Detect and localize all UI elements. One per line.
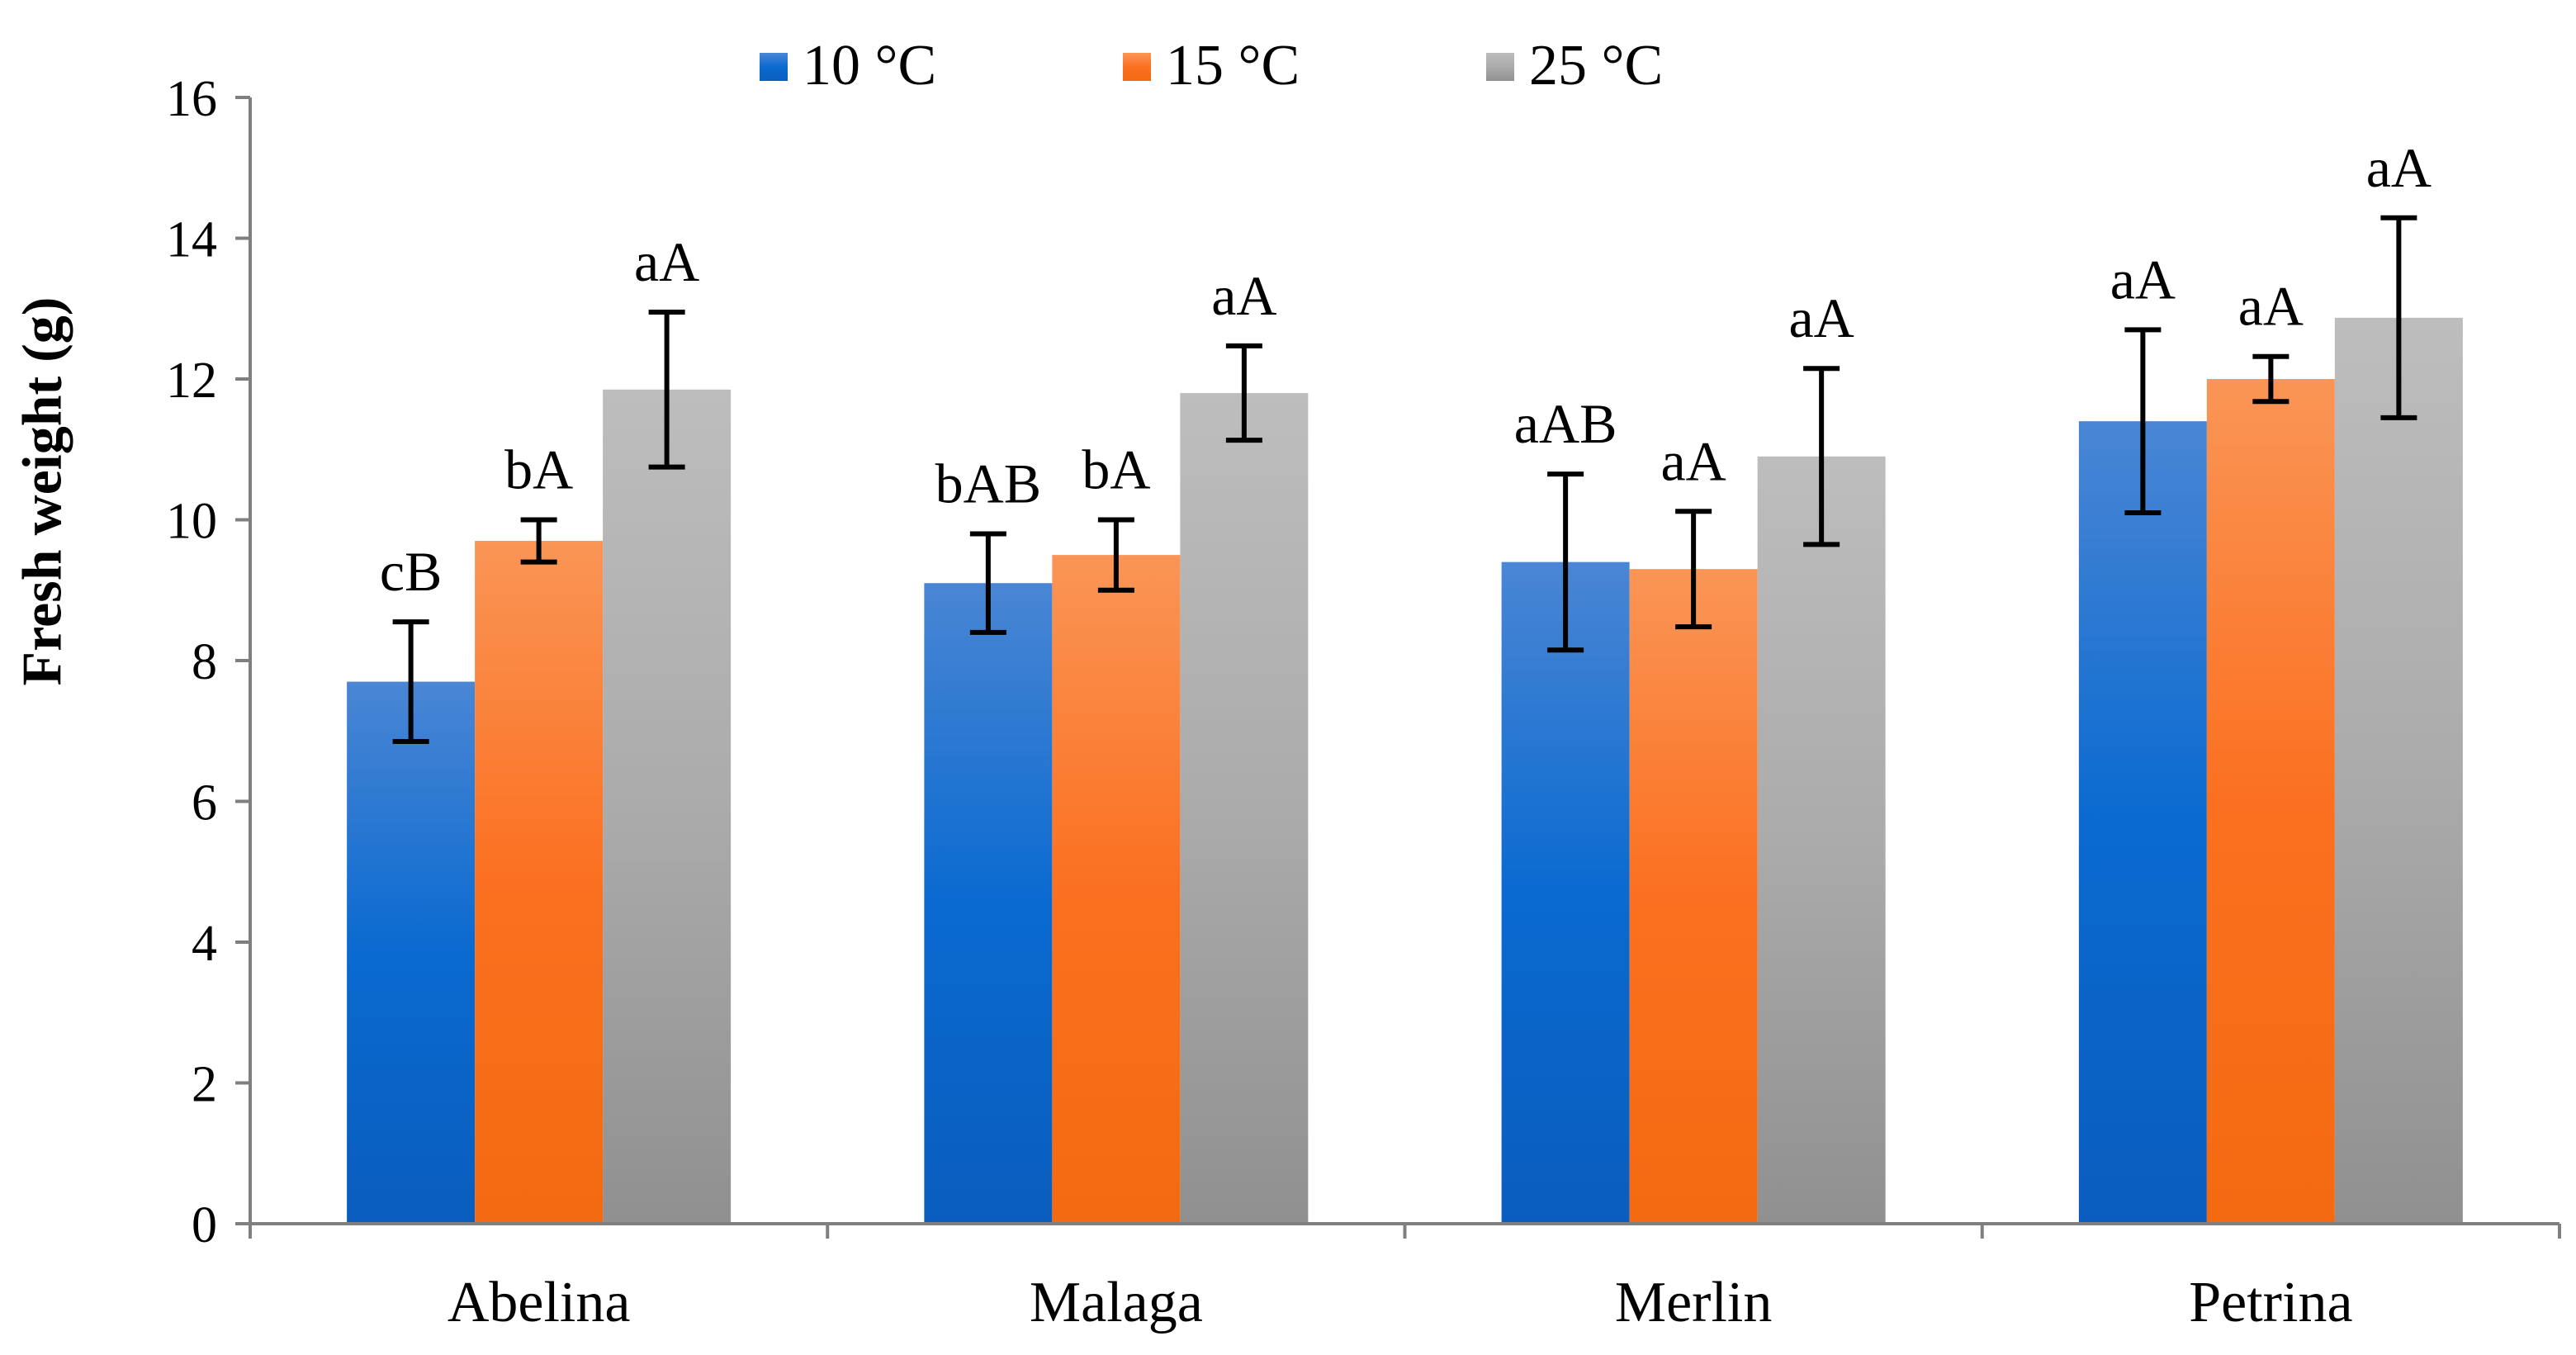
- x-tick-label: Malaga: [1030, 1271, 1203, 1334]
- legend-label: 25 °C: [1529, 34, 1663, 97]
- significance-label: aA: [1660, 429, 1726, 492]
- legend-label: 10 °C: [803, 34, 936, 97]
- y-tick-label: 14: [166, 212, 217, 268]
- bar: [1052, 555, 1181, 1224]
- y-tick-label: 16: [166, 71, 217, 127]
- bar: [1180, 393, 1309, 1224]
- significance-label: cB: [380, 540, 443, 603]
- bar: [1501, 561, 1630, 1224]
- y-tick-label: 8: [192, 634, 217, 690]
- bar: [475, 541, 604, 1224]
- significance-label: aA: [1788, 287, 1854, 349]
- axes-layer: Abelina Malaga Merlin Petrina 0 2 4 6 8 10 12 14 16: [166, 71, 2561, 1334]
- x-tick-label: Abelina: [447, 1271, 631, 1334]
- y-tick-label: 2: [192, 1057, 217, 1113]
- y-tick-label: 6: [192, 775, 217, 831]
- significance-label: aAB: [1514, 392, 1617, 455]
- y-tick-label: 12: [166, 353, 217, 409]
- significance-label: aA: [2366, 136, 2432, 199]
- y-tick-label: 4: [192, 916, 217, 972]
- significance-label: aA: [2238, 275, 2304, 338]
- legend: 10 °C 15 °C 25 °C: [760, 34, 1663, 97]
- y-tick-label: 10: [166, 494, 217, 550]
- bar: [603, 389, 732, 1225]
- significance-label: bA: [1082, 438, 1150, 501]
- significance-label: aA: [634, 230, 699, 293]
- significance-label: aA: [2110, 248, 2176, 310]
- legend-swatch: [1123, 53, 1151, 81]
- x-tick-label: Petrina: [2189, 1271, 2352, 1334]
- x-tick-label: Merlin: [1615, 1271, 1773, 1334]
- bar: [1757, 456, 1886, 1224]
- bar: [2078, 421, 2207, 1224]
- legend-swatch: [760, 53, 788, 81]
- bar: [2206, 379, 2335, 1224]
- significance-label: bA: [504, 438, 573, 501]
- legend-label: 15 °C: [1166, 34, 1300, 97]
- bar: [2334, 317, 2463, 1224]
- bar: [924, 583, 1053, 1224]
- bars-layer: [347, 317, 2463, 1225]
- bar: [347, 681, 476, 1224]
- error-bars-layer: [392, 215, 2417, 745]
- y-axis-label: Fresh weight (g): [11, 297, 73, 686]
- y-tick-label: 0: [192, 1197, 217, 1253]
- significance-label: aA: [1211, 264, 1276, 327]
- significance-label: bAB: [935, 452, 1041, 515]
- legend-swatch: [1486, 53, 1514, 81]
- bar: [1629, 569, 1758, 1224]
- significance-labels-layer: cB bA aA bAB bA aA aAB aA aA aA aA aA: [380, 136, 2432, 603]
